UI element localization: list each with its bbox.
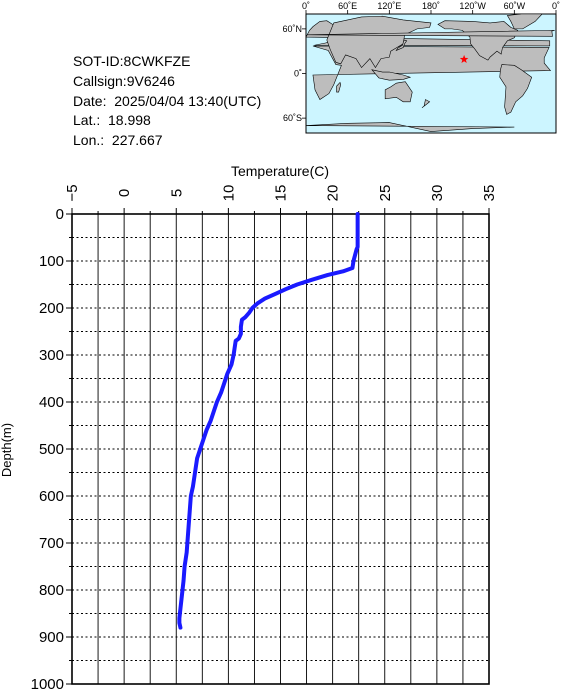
callsign-text: Callsign:9V6246 (73, 72, 175, 89)
land-uk (307, 30, 555, 37)
map-latitude-labels: 60˚N 0˚ 60˚S (282, 24, 302, 123)
land-greenland (506, 13, 543, 30)
map-lat-label: 60˚N (282, 24, 302, 34)
latitude-text: Lat.: 18.998 (73, 112, 151, 129)
y-tick-labels: 0 100 200 300 400 500 600 700 800 900 1000 (31, 206, 64, 690)
map-lon-label: 180˚ (422, 1, 440, 11)
land-australia (384, 81, 413, 103)
y-tick-label: 1000 (31, 676, 64, 690)
x-tick-label: 20 (325, 185, 342, 202)
land-asia (326, 15, 432, 69)
map-land (305, 13, 555, 133)
y-tick-label: 900 (39, 629, 64, 646)
x-tick-label: 0 (116, 189, 133, 197)
temperature-profile-line (177, 212, 360, 630)
date-text: Date: 2025/04/04 13:40(UTC) (73, 92, 262, 109)
map-lon-label: 120˚E (377, 1, 401, 11)
axis-ticks (66, 208, 490, 685)
map-marker-layer (459, 54, 469, 64)
x-tick-label: 30 (429, 185, 446, 202)
series-layer (177, 212, 360, 630)
y-tick-label: 700 (39, 535, 64, 552)
y-tick-label: 200 (39, 300, 64, 317)
x-tick-labels: −5 0 5 10 15 20 25 30 35 (64, 184, 498, 201)
y-tick-label: 400 (39, 394, 64, 411)
profile-info: SOT-ID:8CWKFZE Callsign:9V6246 Date: 202… (73, 52, 261, 151)
map-lon-label: 0˚ (302, 1, 310, 11)
x-tick-label: 10 (220, 185, 237, 202)
map-lon-label: 120˚W (459, 1, 486, 11)
map-lat-label: 0˚ (294, 69, 302, 79)
land-antarctica (305, 122, 515, 133)
map-lon-label: 0˚ (552, 1, 560, 11)
longitude-text: Lon.: 227.667 (73, 132, 163, 149)
land-new-zealand (421, 99, 431, 108)
location-star-marker (459, 54, 469, 64)
temperature-depth-chart: −5 0 5 10 15 20 25 30 35 01002003004005006007008… (0, 163, 498, 690)
map-frame (302, 10, 557, 119)
x-tick-label: 5 (168, 189, 185, 197)
sot-id-text: SOT-ID:8CWKFZE (73, 53, 191, 69)
x-axis-label: Temperature(C) (231, 163, 329, 179)
land-south-america (499, 64, 533, 115)
land-japan (395, 39, 408, 52)
map-lon-label: 60˚W (504, 1, 526, 11)
x-tick-label: −5 (64, 184, 81, 201)
y-tick-label: 100 (39, 253, 64, 270)
y-tick-label: 500 (39, 441, 64, 458)
map-longitude-labels: 0˚ 60˚E 120˚E 180˚ 120˚W 60˚W 0˚ (302, 1, 560, 11)
x-tick-label: 25 (377, 185, 394, 202)
y-tick-label: 300 (39, 347, 64, 364)
chart-grid (71, 213, 490, 685)
y-tick-label: 600 (39, 488, 64, 505)
y-tick-label: 0 (56, 206, 64, 223)
land-madagascar (336, 81, 342, 93)
land-indonesia (371, 69, 412, 81)
y-tick-label: 800 (39, 582, 64, 599)
location-map: 0˚ 60˚E 120˚E 180˚ 120˚W 60˚W 0˚ 60˚N 0˚ 60˚S (282, 1, 560, 134)
map-lat-label: 60˚S (283, 113, 302, 123)
x-tick-label: 15 (273, 185, 290, 202)
x-tick-label: 35 (481, 185, 498, 202)
y-axis-label: Depth(m) (0, 423, 14, 477)
map-lon-label: 60˚E (338, 1, 357, 11)
